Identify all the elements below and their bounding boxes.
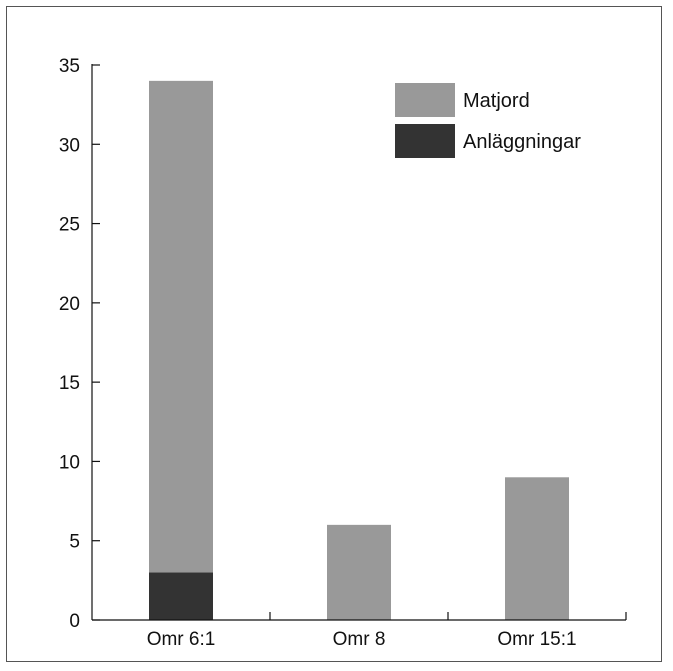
legend-label-anl-ggningar: Anläggningar bbox=[463, 131, 581, 153]
bar-matjord-3 bbox=[505, 477, 569, 620]
legend-swatch-matjord bbox=[395, 83, 455, 117]
x-tick-label-2: Omr 8 bbox=[333, 629, 386, 650]
y-tick-label-35: 35 bbox=[59, 56, 80, 77]
y-tick-label-10: 10 bbox=[59, 452, 80, 473]
x-tick-label-1: Omr 6:1 bbox=[147, 629, 216, 650]
bar-anl-ggningar-1 bbox=[149, 572, 213, 620]
bars-layer bbox=[149, 80, 569, 620]
y-tick-label-20: 20 bbox=[59, 294, 80, 315]
y-tick-label-25: 25 bbox=[59, 215, 80, 236]
y-tick-label-15: 15 bbox=[59, 373, 80, 394]
y-tick-label-0: 0 bbox=[69, 611, 80, 632]
y-tick-label-30: 30 bbox=[59, 135, 80, 156]
y-tick-label-5: 5 bbox=[69, 532, 80, 553]
legend-swatch-anl-ggningar bbox=[395, 124, 455, 158]
bar-matjord-1 bbox=[149, 80, 213, 573]
legend: Matjord Anläggningar bbox=[395, 83, 581, 158]
legend-label-matjord: Matjord bbox=[463, 90, 530, 112]
x-tick-label-3: Omr 15:1 bbox=[497, 629, 576, 650]
bar-matjord-2 bbox=[327, 524, 391, 620]
axes-layer: 0 5 10 15 20 25 30 35 Omr 6:1 Omr 8 Omr 15:1 bbox=[59, 56, 627, 650]
